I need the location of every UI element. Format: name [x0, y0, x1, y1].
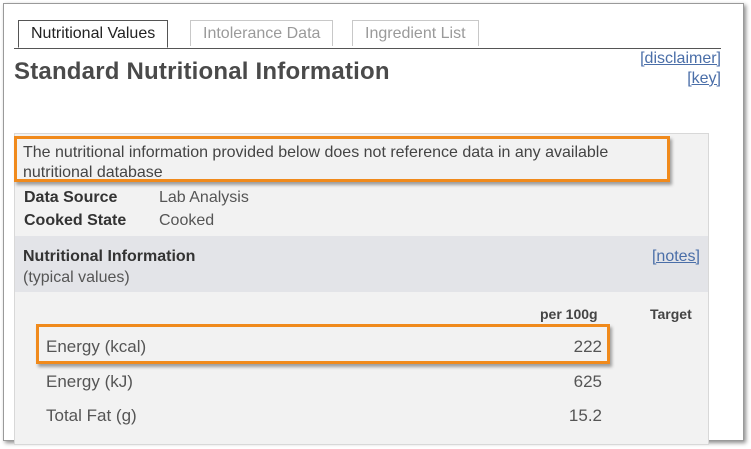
- row-value: 15.2: [568, 406, 602, 425]
- key-link[interactable]: [key]: [687, 70, 721, 87]
- page-title: Standard Nutritional Information: [14, 58, 390, 85]
- row-name: Energy (kcal): [46, 337, 147, 356]
- table-row: Energy (kJ) 625: [46, 369, 602, 395]
- row-value: 222: [573, 337, 602, 356]
- table-row: Energy (kcal) 222: [46, 334, 602, 360]
- meta-label: Cooked State: [24, 212, 127, 229]
- row-name: Energy (kJ): [46, 372, 133, 391]
- tab-bar: Nutritional Values Intolerance Data Ingr…: [14, 20, 721, 49]
- column-header-target: Target: [650, 306, 692, 322]
- column-header-per100g: per 100g: [540, 306, 598, 322]
- row-value: 625: [573, 372, 602, 391]
- header-links: [disclaimer] [key]: [640, 49, 721, 89]
- tab-ingredient-list[interactable]: Ingredient List: [352, 20, 479, 46]
- meta-data-source: Data Source Lab Analysis: [24, 189, 249, 207]
- row-name: Total Fat (g): [46, 406, 137, 425]
- meta-cooked-state: Cooked State Cooked: [24, 212, 214, 230]
- meta-label: Data Source: [24, 189, 118, 206]
- section-subheading: (typical values): [23, 269, 130, 286]
- section-header: Nutritional Information (typical values)…: [15, 236, 708, 292]
- meta-value: Cooked: [159, 212, 215, 229]
- table-row: Total Fat (g) 15.2: [46, 403, 602, 429]
- section-heading: Nutritional Information: [23, 248, 196, 265]
- disclaimer-link[interactable]: [disclaimer]: [640, 50, 721, 67]
- energy-kcal-highlight: [36, 324, 610, 364]
- tab-intolerance-data[interactable]: Intolerance Data: [190, 20, 334, 46]
- meta-value: Lab Analysis: [159, 189, 249, 206]
- notes-link[interactable]: [notes]: [651, 248, 700, 265]
- tab-nutritional-values[interactable]: Nutritional Values: [18, 20, 169, 48]
- database-notice: The nutritional information provided bel…: [14, 136, 670, 182]
